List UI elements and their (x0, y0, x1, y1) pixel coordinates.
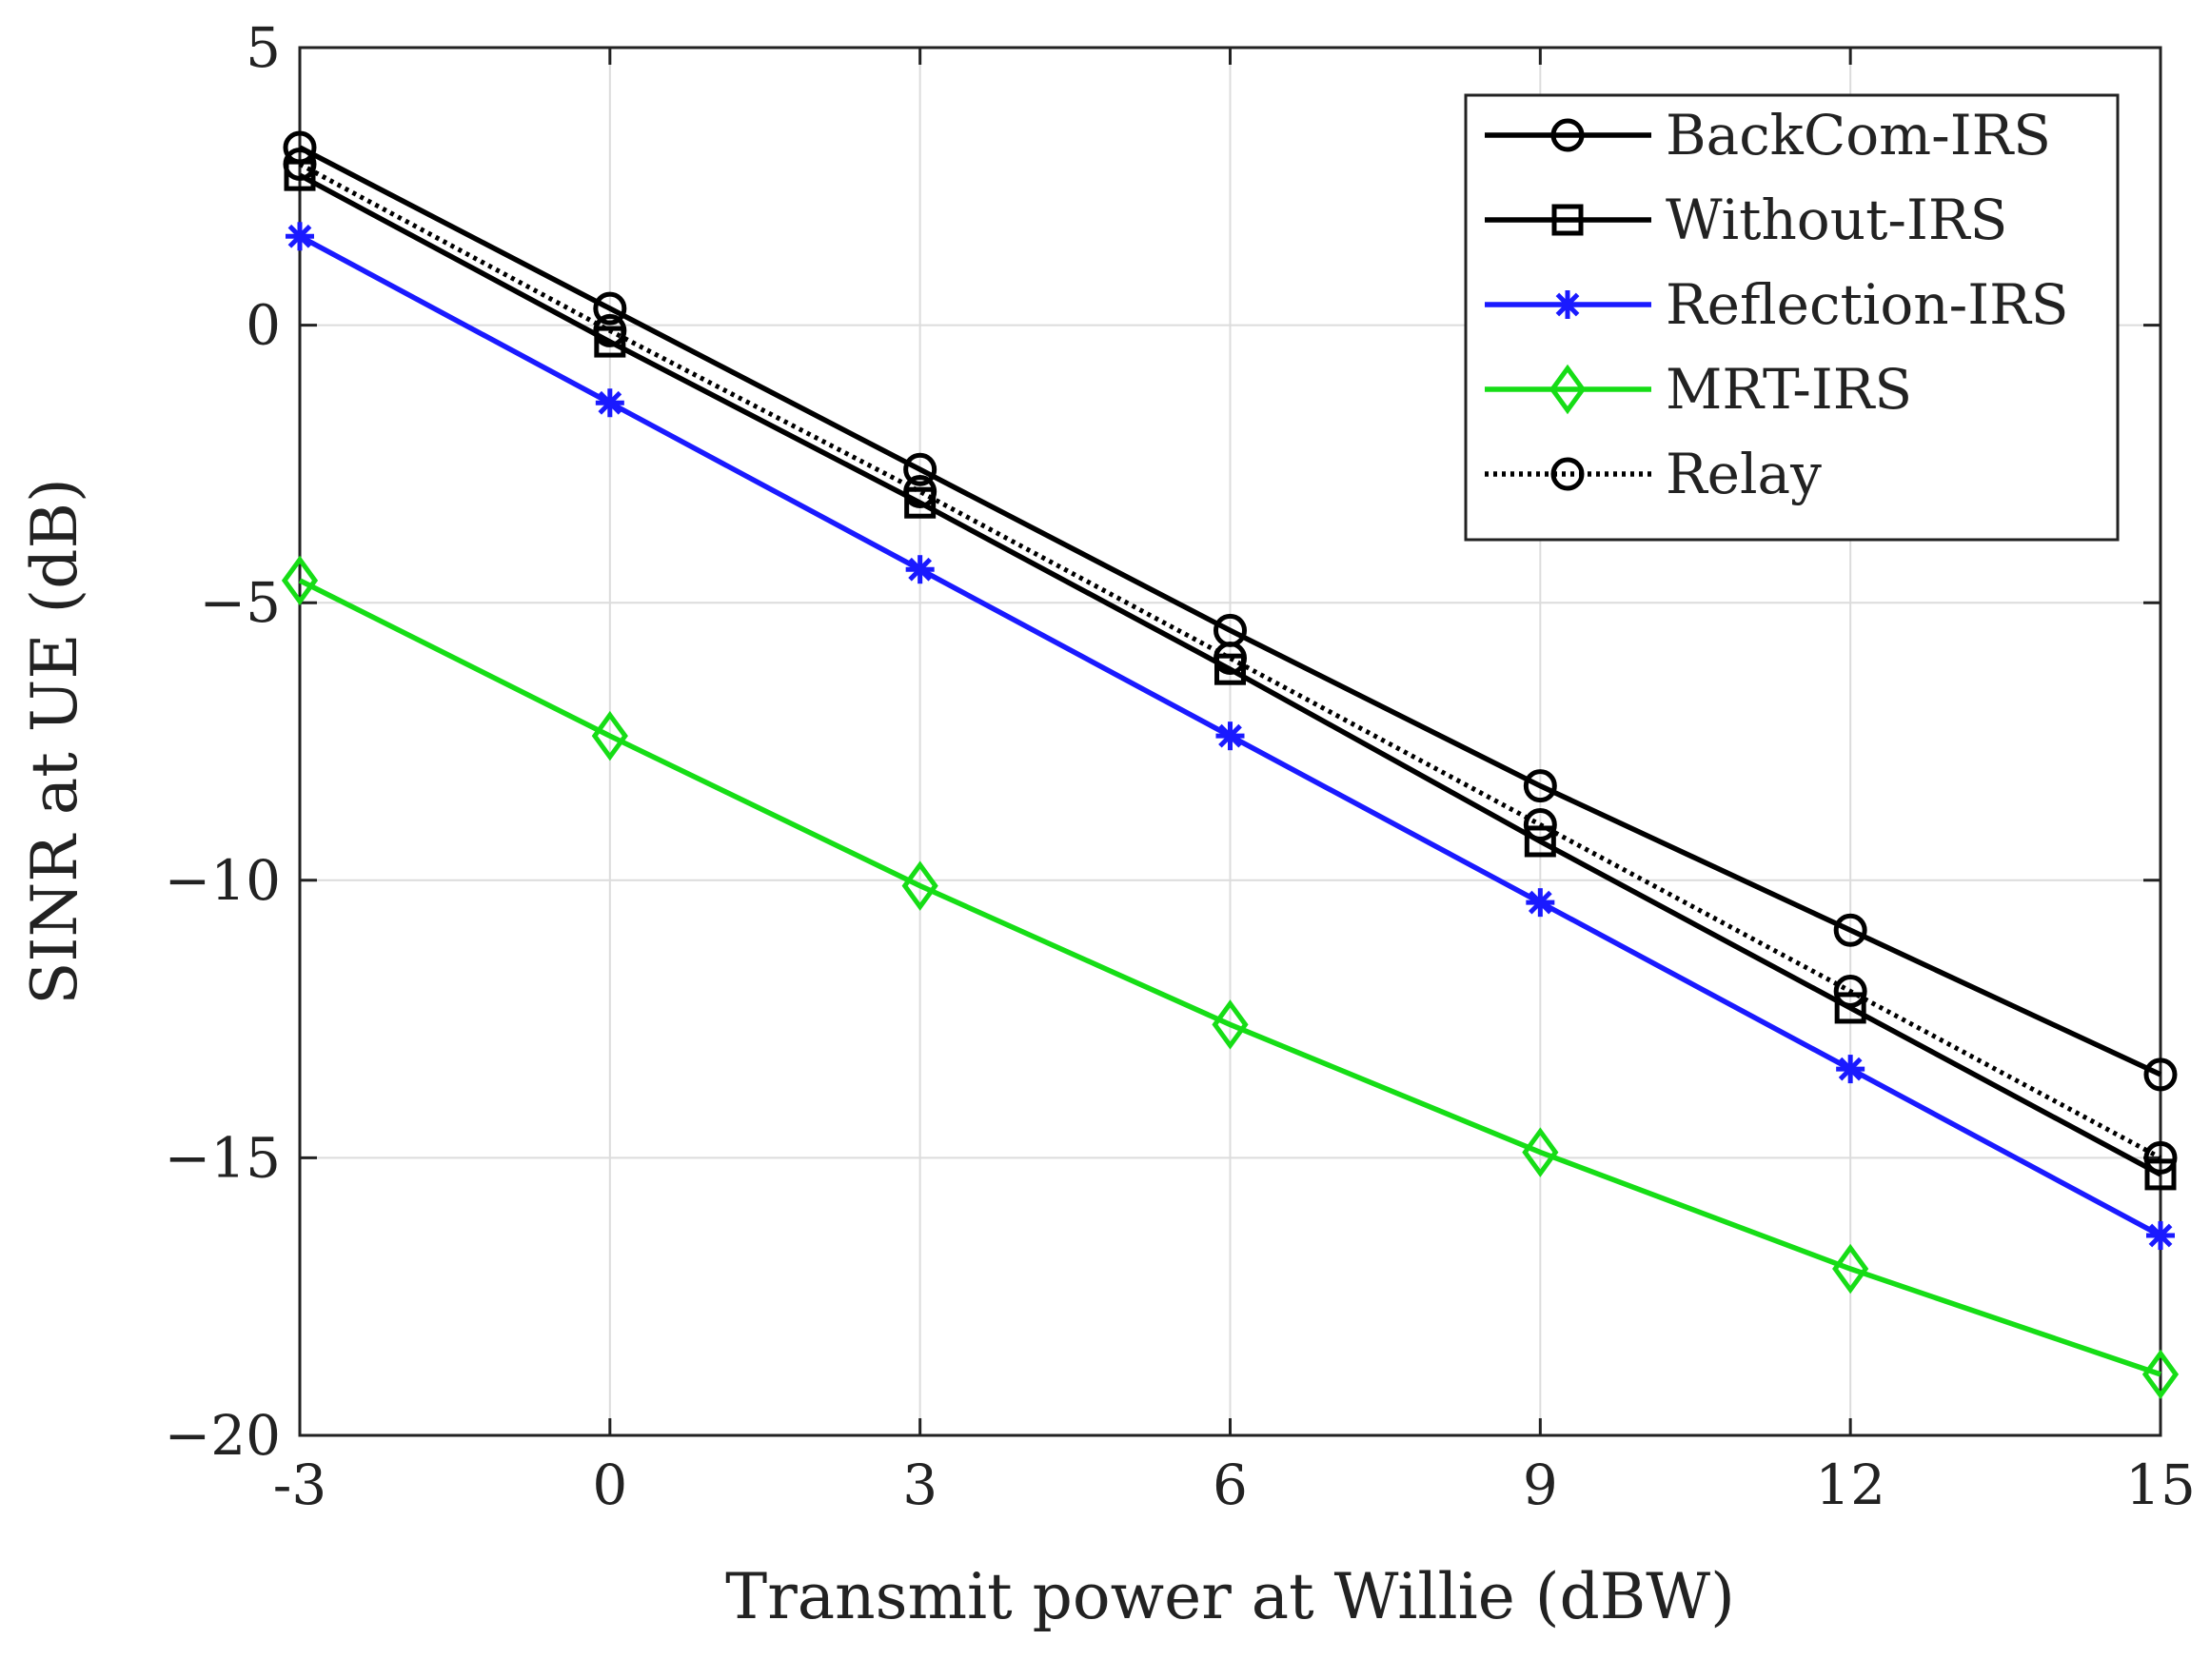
data-point-mrt-irs (1212, 999, 1249, 1050)
x-tick-label: 0 (592, 1453, 627, 1517)
data-point-relay (2143, 1140, 2178, 1175)
legend-marker (1550, 457, 1585, 491)
x-tick-label: 15 (2125, 1453, 2196, 1517)
data-point-without-irs (1834, 992, 1866, 1024)
x-tick-label: 9 (1523, 1453, 1558, 1517)
legend-label: BackCom-IRS (1666, 103, 2051, 168)
y-tick-label: −10 (165, 848, 281, 913)
legend-item-reflection-irs: Reflection-IRS (1485, 272, 2069, 337)
series-reflection-irs (286, 222, 2175, 1251)
legend-item-relay: Relay (1485, 442, 1822, 506)
data-point-relay (593, 313, 627, 347)
data-point-reflection-irs (595, 388, 624, 418)
y-tick-label: 0 (246, 293, 281, 358)
legend-label: Without-IRS (1666, 188, 2007, 252)
data-point-relay (1214, 642, 1247, 676)
series-line-relay (298, 162, 2162, 1160)
y-tick-label: −5 (200, 570, 282, 635)
series-group (281, 130, 2180, 1400)
legend-marker (1553, 290, 1582, 319)
data-point-reflection-irs (1526, 888, 1555, 918)
data-point-reflection-irs (286, 222, 314, 251)
data-point-backcom-irs (1833, 913, 1867, 947)
data-point-without-irs (1524, 825, 1556, 858)
series-line-mrt-irs (298, 578, 2161, 1377)
data-point-without-irs (1214, 653, 1246, 685)
data-point-relay (1833, 974, 1867, 1008)
legend: BackCom-IRS Without-IRS Reflection-IRS MRT-… (1464, 93, 2120, 542)
series-relay (283, 147, 2178, 1175)
legend-item-without-irs: Without-IRS (1485, 188, 2007, 252)
x-tick-label: 12 (1815, 1453, 1885, 1517)
y-tick-label: −20 (165, 1403, 281, 1468)
data-point-without-irs (2144, 1158, 2177, 1191)
x-tick-label: -3 (273, 1453, 327, 1517)
axis-ticks: -3 0 3 6 9 12 15 5 0 −5 −10 −15 −20 (165, 15, 2196, 1517)
data-point-backcom-irs (1523, 769, 1557, 803)
data-point-relay (283, 147, 317, 181)
legend-marker (1549, 364, 1587, 415)
data-point-without-irs (284, 159, 316, 191)
x-tick-label: 3 (902, 1453, 937, 1517)
data-point-reflection-irs (2146, 1221, 2175, 1251)
data-point-mrt-irs (591, 710, 628, 761)
legend-box (1464, 93, 2120, 542)
legend-marker (1551, 204, 1584, 236)
y-tick-label: 5 (246, 15, 281, 80)
data-point-reflection-irs (1836, 1055, 1865, 1084)
data-point-mrt-irs (281, 555, 319, 606)
series-mrt-irs (281, 555, 2180, 1400)
data-point-mrt-irs (1832, 1243, 1869, 1295)
data-point-mrt-irs (901, 860, 938, 911)
data-point-relay (1523, 807, 1557, 841)
legend-item-backcom-irs: BackCom-IRS (1485, 103, 2051, 168)
x-axis-title: Transmit power at Willie (dBW) (725, 1560, 1735, 1633)
legend-label: Relay (1666, 442, 1822, 506)
y-tick-label: −15 (165, 1125, 281, 1190)
series-line-backcom-irs (298, 145, 2162, 1077)
data-point-without-irs (594, 326, 626, 358)
x-tick-label: 6 (1213, 1453, 1248, 1517)
data-point-without-irs (904, 486, 937, 519)
data-point-backcom-irs (593, 291, 627, 326)
legend-item-mrt-irs: MRT-IRS (1485, 357, 1912, 422)
data-point-mrt-irs (1522, 1127, 1559, 1177)
data-point-backcom-irs (2143, 1057, 2178, 1092)
data-point-reflection-irs (1215, 721, 1245, 751)
legend-label: Reflection-IRS (1666, 272, 2069, 337)
y-axis-title: SINR at UE (dB) (18, 478, 91, 1005)
series-backcom-irs (283, 130, 2178, 1092)
data-point-relay (903, 475, 937, 509)
data-point-reflection-irs (905, 555, 935, 584)
legend-marker (1550, 118, 1585, 152)
legend-label: MRT-IRS (1666, 357, 1912, 422)
data-point-mrt-irs (2141, 1349, 2180, 1400)
data-point-backcom-irs (903, 452, 937, 486)
